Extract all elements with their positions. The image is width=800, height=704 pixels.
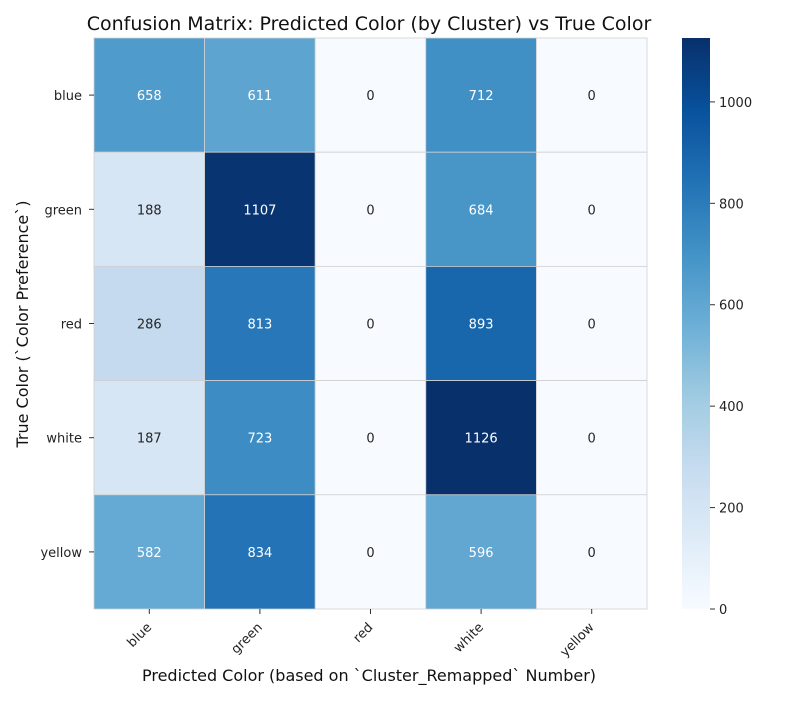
cell-labels: 658 611 0 712 0 188 1107 0 684 0 286 813 0 893 0 187 723… xyxy=(137,89,596,561)
cell-value-label: 0 xyxy=(366,432,374,447)
colorbar-tick-label: 1000 xyxy=(719,96,752,111)
heatmap-cell xyxy=(536,494,648,610)
x-axis-label: Predicted Color (based on `Cluster_Remap… xyxy=(142,666,596,686)
y-tick-label: blue xyxy=(54,89,82,104)
cell-value-label: 0 xyxy=(588,546,596,561)
colorbar: 0 200 400 600 800 1000 xyxy=(682,38,752,618)
heatmap-cell xyxy=(204,380,316,496)
colorbar-tick-label: 800 xyxy=(719,197,744,212)
cell-value-label: 596 xyxy=(469,546,494,561)
y-tick-label: green xyxy=(44,203,82,218)
heatmap-cell xyxy=(536,380,648,496)
cell-value-label: 893 xyxy=(469,318,494,333)
heatmap-cell xyxy=(314,380,427,496)
heatmap-cell xyxy=(93,151,205,267)
x-tick-label: green xyxy=(229,620,266,657)
cell-value-label: 0 xyxy=(588,318,596,333)
cell-value-label: 0 xyxy=(588,432,596,447)
y-axis: blue green red white yellow xyxy=(40,89,94,561)
cell-value-label: 187 xyxy=(137,432,162,447)
cell-value-label: 1107 xyxy=(243,203,276,218)
heatmap-cell xyxy=(314,151,427,267)
colorbar-gradient xyxy=(682,38,710,609)
heatmap-cell xyxy=(536,151,648,267)
cell-value-label: 188 xyxy=(137,203,162,218)
heatmap-cell xyxy=(314,37,427,153)
cell-value-label: 1126 xyxy=(465,432,498,447)
heatmap-cell xyxy=(425,37,537,153)
cell-value-label: 0 xyxy=(588,89,596,104)
cell-value-label: 0 xyxy=(366,318,374,333)
colorbar-tick-label: 200 xyxy=(719,502,744,517)
y-tick-label: white xyxy=(46,432,82,447)
cell-value-label: 658 xyxy=(137,89,162,104)
x-tick-label: yellow xyxy=(558,620,598,660)
cell-value-label: 813 xyxy=(247,318,272,333)
heatmap-cell xyxy=(536,265,648,381)
cell-value-label: 723 xyxy=(247,432,272,447)
chart-title: Confusion Matrix: Predicted Color (by Cl… xyxy=(87,13,652,35)
cell-value-label: 0 xyxy=(366,546,374,561)
x-axis: blue green red white yellow xyxy=(125,609,598,660)
heatmap-cell xyxy=(204,37,316,153)
x-tick-label: blue xyxy=(125,620,155,650)
heatmap-cell xyxy=(536,37,648,153)
heatmap-cell xyxy=(204,494,316,610)
cell-value-label: 582 xyxy=(137,546,162,561)
cell-value-label: 684 xyxy=(469,203,494,218)
heatmap-cell xyxy=(204,265,316,381)
y-tick-label: yellow xyxy=(40,546,82,561)
colorbar-tick-label: 600 xyxy=(719,299,744,314)
heatmap-cell xyxy=(93,494,205,610)
colorbar-tick-label: 400 xyxy=(719,400,744,415)
cell-value-label: 0 xyxy=(366,89,374,104)
cell-value-label: 712 xyxy=(469,89,494,104)
x-tick-label: red xyxy=(351,620,377,646)
heatmap-cell xyxy=(425,380,537,496)
heatmap-cell xyxy=(314,265,427,381)
heatmap-cell xyxy=(425,265,537,381)
heatmap-cell xyxy=(314,494,427,610)
cell-value-label: 0 xyxy=(366,203,374,218)
y-axis-label: True Color (`Color Preference`) xyxy=(13,200,32,448)
cell-value-label: 611 xyxy=(247,89,272,104)
colorbar-tick-label: 0 xyxy=(719,603,727,618)
cell-value-label: 286 xyxy=(137,318,162,333)
y-tick-label: red xyxy=(61,318,82,333)
heatmap-cells xyxy=(93,37,648,610)
cell-value-label: 0 xyxy=(588,203,596,218)
x-tick-label: white xyxy=(451,620,487,656)
cell-value-label: 834 xyxy=(247,546,272,561)
heatmap-cell xyxy=(93,37,205,153)
